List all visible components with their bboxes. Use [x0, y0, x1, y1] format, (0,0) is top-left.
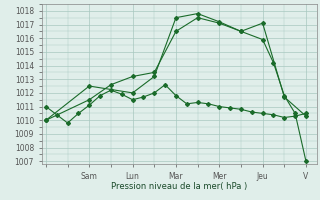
X-axis label: Pression niveau de la mer( hPa ): Pression niveau de la mer( hPa ) [111, 182, 247, 191]
